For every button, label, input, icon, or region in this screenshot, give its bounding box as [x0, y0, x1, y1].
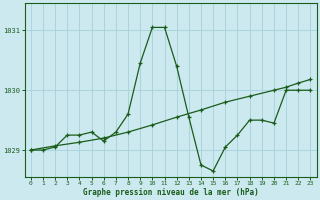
X-axis label: Graphe pression niveau de la mer (hPa): Graphe pression niveau de la mer (hPa): [83, 188, 259, 197]
